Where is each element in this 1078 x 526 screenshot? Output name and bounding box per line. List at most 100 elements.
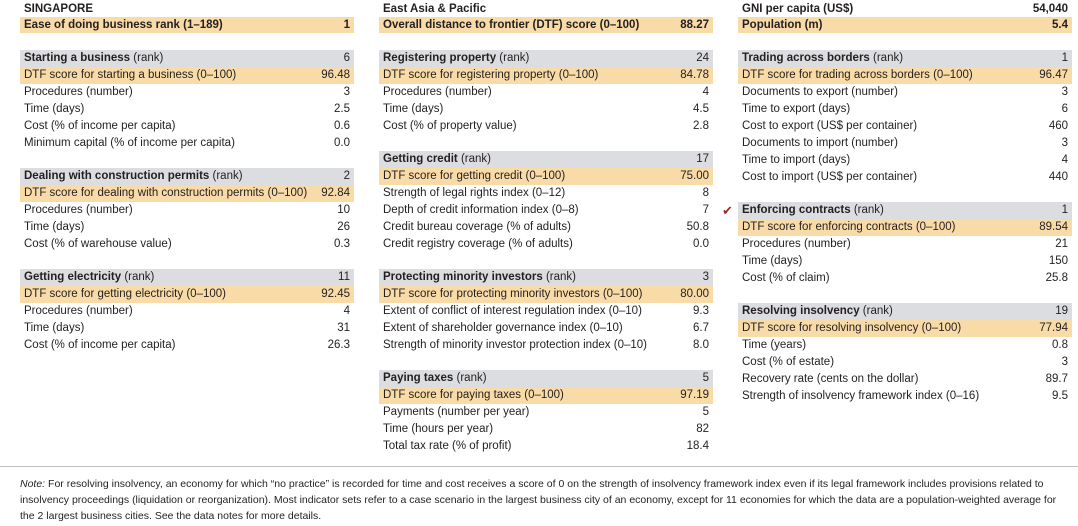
indicator-label: Time to export (days) bbox=[742, 103, 851, 115]
indicator-value: 96.48 bbox=[321, 69, 350, 81]
population-value: 5.4 bbox=[1052, 19, 1068, 31]
dtf-score-row: DTF score for protecting minority invest… bbox=[379, 286, 713, 303]
indicator-label: Procedures (number) bbox=[742, 238, 851, 250]
indicator-row: Time (days) 4.5 bbox=[379, 101, 713, 118]
section-title-row: Resolving insolvency (rank) 19 bbox=[738, 303, 1072, 320]
indicator-value: 84.78 bbox=[680, 69, 709, 81]
section-rank: 2 bbox=[343, 170, 350, 182]
section-title-suffix: (rank) bbox=[859, 305, 893, 317]
gni-value: 54,040 bbox=[1032, 3, 1068, 15]
section-title-row: Trading across borders (rank) 1 bbox=[738, 50, 1072, 67]
indicator-label: Credit bureau coverage (% of adults) bbox=[383, 221, 571, 233]
section-title-row: Paying taxes (rank) 5 bbox=[379, 370, 713, 387]
indicator-row: Depth of credit information index (0–8) 7 bbox=[379, 202, 713, 219]
indicator-label: Strength of minority investor protection… bbox=[383, 339, 647, 351]
indicator-value: 26.3 bbox=[327, 339, 350, 351]
indicator-value: 460 bbox=[1048, 120, 1068, 132]
dtf-overall-value: 88.27 bbox=[680, 19, 709, 31]
indicator-value: 3 bbox=[343, 86, 350, 98]
section-title: Trading across borders (rank) bbox=[742, 50, 903, 67]
indicator-value: 2.8 bbox=[693, 120, 709, 132]
dtf-overall-label: Overall distance to frontier (DTF) score… bbox=[383, 19, 640, 31]
indicator-label: Documents to export (number) bbox=[742, 86, 898, 98]
indicator-row: Cost (% of claim) 25.8 bbox=[738, 270, 1072, 287]
indicator-value: 82 bbox=[696, 423, 709, 435]
check-mark-icon: ✔ bbox=[722, 203, 733, 218]
section-title-row: Starting a business (rank) 6 bbox=[20, 50, 354, 67]
indicator-row: Cost (% of income per capita) 26.3 bbox=[20, 337, 354, 354]
indicator-value: 8.0 bbox=[693, 339, 709, 351]
indicator-label: Extent of conflict of interest regulatio… bbox=[383, 305, 642, 317]
indicator-label: Procedures (number) bbox=[24, 204, 133, 216]
indicator-value: 31 bbox=[337, 322, 350, 334]
note-text: For resolving insolvency, an economy for… bbox=[20, 478, 1057, 522]
section-rank: 5 bbox=[702, 372, 709, 384]
indicator-label: Procedures (number) bbox=[24, 305, 133, 317]
indicator-value: 0.6 bbox=[334, 120, 350, 132]
indicator-label: DTF score for enforcing contracts (0–100… bbox=[742, 221, 956, 233]
indicator-value: 440 bbox=[1048, 171, 1068, 183]
indicator-value: 7 bbox=[702, 204, 709, 216]
indicator-row: Credit bureau coverage (% of adults) 50.8 bbox=[379, 219, 713, 236]
indicator-value: 75.00 bbox=[680, 170, 709, 182]
indicator-row: Time to export (days) 6 bbox=[738, 101, 1072, 118]
section-title: Getting electricity (rank) bbox=[24, 269, 154, 286]
section-title-suffix: (rank) bbox=[121, 271, 155, 283]
indicator-value: 92.45 bbox=[321, 288, 350, 300]
section-title-suffix: (rank) bbox=[496, 52, 530, 64]
footnote: Note: For resolving insolvency, an econo… bbox=[20, 476, 1070, 524]
population-row: Population (m) 5.4 bbox=[738, 17, 1072, 33]
indicator-row: Documents to import (number) 3 bbox=[738, 135, 1072, 152]
indicator-value: 6.7 bbox=[693, 322, 709, 334]
header-economy: SINGAPORE Ease of doing business rank (1… bbox=[20, 0, 354, 34]
indicator-value: 4 bbox=[343, 305, 350, 317]
indicator-label: Payments (number per year) bbox=[383, 406, 530, 418]
dtf-score-row: DTF score for starting a business (0–100… bbox=[20, 67, 354, 84]
indicator-label: Cost (% of income per capita) bbox=[24, 120, 176, 132]
indicator-row: Cost to import (US$ per container) 440 bbox=[738, 169, 1072, 186]
indicator-label: Time (days) bbox=[24, 103, 85, 115]
indicator-label: DTF score for resolving insolvency (0–10… bbox=[742, 322, 962, 334]
indicator-value: 4 bbox=[702, 86, 709, 98]
section-title-suffix: (rank) bbox=[209, 170, 243, 182]
indicator-value: 150 bbox=[1048, 255, 1068, 267]
header-stats: GNI per capita (US$) 54,040 Population (… bbox=[738, 0, 1072, 34]
indicator-label: Cost to export (US$ per container) bbox=[742, 120, 918, 132]
indicator-label: Strength of insolvency framework index (… bbox=[742, 390, 980, 402]
indicator-label: DTF score for paying taxes (0–100) bbox=[383, 389, 564, 401]
indicator-value: 89.7 bbox=[1045, 373, 1068, 385]
indicator-value: 10 bbox=[337, 204, 350, 216]
section-title-text: Starting a business bbox=[24, 52, 131, 64]
indicator-value: 4.5 bbox=[693, 103, 709, 115]
header-region: East Asia & Pacific Overall distance to … bbox=[379, 0, 713, 34]
indicator-row: Cost (% of income per capita) 0.6 bbox=[20, 118, 354, 135]
indicator-value: 3 bbox=[1061, 137, 1068, 149]
indicator-value: 50.8 bbox=[686, 221, 709, 233]
indicator-label: Cost (% of claim) bbox=[742, 272, 830, 284]
indicator-label: Cost (% of estate) bbox=[742, 356, 835, 368]
indicator-label: Time (hours per year) bbox=[383, 423, 494, 435]
section-title-text: Getting credit bbox=[383, 153, 458, 165]
indicator-label: DTF score for getting electricity (0–100… bbox=[24, 288, 226, 300]
indicator-row: Extent of shareholder governance index (… bbox=[379, 320, 713, 337]
indicator-value: 3 bbox=[1061, 86, 1068, 98]
section-title-text: Resolving insolvency bbox=[742, 305, 860, 317]
section-title-text: Registering property bbox=[383, 52, 497, 64]
indicator-row: Documents to export (number) 3 bbox=[738, 84, 1072, 101]
indicator-row: Procedures (number) 4 bbox=[20, 303, 354, 320]
indicator-value: 3 bbox=[1061, 356, 1068, 368]
section-rank: 3 bbox=[702, 271, 709, 283]
indicator-row: Procedures (number) 3 bbox=[20, 84, 354, 101]
ease-rank-row: Ease of doing business rank (1–189) 1 bbox=[20, 17, 354, 33]
indicator-label: DTF score for starting a business (0–100… bbox=[24, 69, 237, 81]
section-title-row: Getting electricity (rank) 11 bbox=[20, 269, 354, 286]
indicator-row: Payments (number per year) 5 bbox=[379, 404, 713, 421]
indicator-label: DTF score for protecting minority invest… bbox=[383, 288, 643, 300]
note-divider bbox=[0, 466, 1078, 467]
section-title-suffix: (rank) bbox=[850, 204, 884, 216]
indicator-row: Time (years) 0.8 bbox=[738, 337, 1072, 354]
indicator-label: Cost (% of income per capita) bbox=[24, 339, 176, 351]
indicator-value: 5 bbox=[702, 406, 709, 418]
indicator-value: 0.0 bbox=[334, 137, 350, 149]
section-title: Registering property (rank) bbox=[383, 50, 529, 67]
